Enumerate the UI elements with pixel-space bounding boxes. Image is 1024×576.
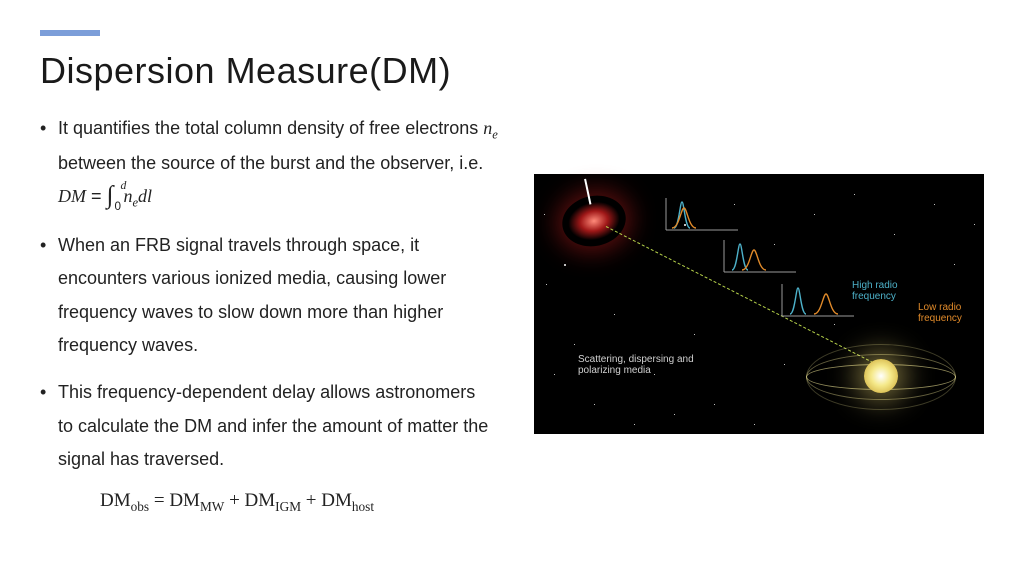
b1-rhs-dl: dl (138, 186, 152, 206)
slide: Dispersion Measure(DM) It quantifies the… (0, 0, 1024, 576)
b1-eq-lhs: DM (58, 186, 86, 206)
bullet-2: When an FRB signal travels through space… (40, 229, 490, 362)
star-icon (894, 234, 895, 235)
eq-t3: DM (321, 490, 352, 511)
star-icon (834, 324, 835, 325)
bullet-list: It quantifies the total column density o… (40, 112, 510, 476)
star-icon (614, 314, 615, 315)
bullet-1: It quantifies the total column density o… (40, 112, 510, 215)
label-scattering: Scattering, dispersing and polarizing me… (578, 354, 718, 376)
star-icon (574, 344, 575, 345)
eq-t2: DM (245, 490, 276, 511)
eq-lhs-sub: obs (131, 499, 149, 514)
dispersion-illustration: High radio frequency Low radio frequency… (534, 174, 984, 434)
figure-column: High radio frequency Low radio frequency… (534, 112, 984, 515)
frb-source-icon (558, 190, 631, 252)
integral-symbol: ∫ (107, 183, 114, 208)
b1-text-mid: between the source of the burst and the … (58, 153, 483, 173)
eq-p2: + (301, 490, 321, 511)
eq-t1: DM (169, 490, 200, 511)
eq-t3-sub: host (352, 499, 374, 514)
integral: ∫ d 0 (107, 181, 114, 214)
star-icon (784, 364, 785, 365)
equation-dm-obs: DMobs = DMMW + DMIGM + DMhost (100, 490, 510, 515)
b1-eq-eq: = (86, 186, 107, 206)
star-icon (974, 224, 975, 225)
star-icon (934, 204, 935, 205)
b1-text-pre: It quantifies the total column density o… (58, 118, 483, 138)
integral-lower: 0 (115, 196, 122, 218)
star-icon (554, 374, 555, 375)
star-icon (954, 264, 955, 265)
star-icon (694, 334, 695, 335)
eq-lhs: DM (100, 490, 131, 511)
accent-bar (40, 30, 100, 36)
bullet-3: This frequency-dependent delay allows as… (40, 376, 490, 476)
star-icon (544, 214, 545, 215)
integral-upper: d (121, 175, 127, 197)
pulse-profile-plot (662, 194, 740, 234)
eq-t2-sub: IGM (275, 499, 301, 514)
star-icon (754, 424, 755, 425)
text-column: It quantifies the total column density o… (40, 112, 510, 515)
star-icon (854, 194, 855, 195)
star-icon (546, 284, 547, 285)
star-icon (564, 264, 566, 266)
star-icon (674, 414, 675, 415)
eq-t1-sub: MW (200, 499, 224, 514)
label-high-freq: High radio frequency (852, 280, 912, 302)
star-icon (814, 214, 815, 215)
slide-title: Dispersion Measure(DM) (40, 50, 984, 92)
pulse-profile-plot (720, 236, 798, 276)
star-icon (594, 404, 595, 405)
content-row: It quantifies the total column density o… (40, 112, 984, 515)
eq-eq: = (149, 490, 169, 511)
star-icon (654, 374, 655, 375)
b1-var-sub: e (492, 128, 498, 142)
receiver-galaxy-icon (806, 336, 956, 416)
eq-p1: + (224, 490, 244, 511)
b1-var: n (483, 118, 492, 138)
star-icon (634, 424, 635, 425)
label-low-freq: Low radio frequency (918, 302, 974, 324)
star-icon (714, 404, 715, 405)
pulse-profile-plot (778, 280, 856, 320)
